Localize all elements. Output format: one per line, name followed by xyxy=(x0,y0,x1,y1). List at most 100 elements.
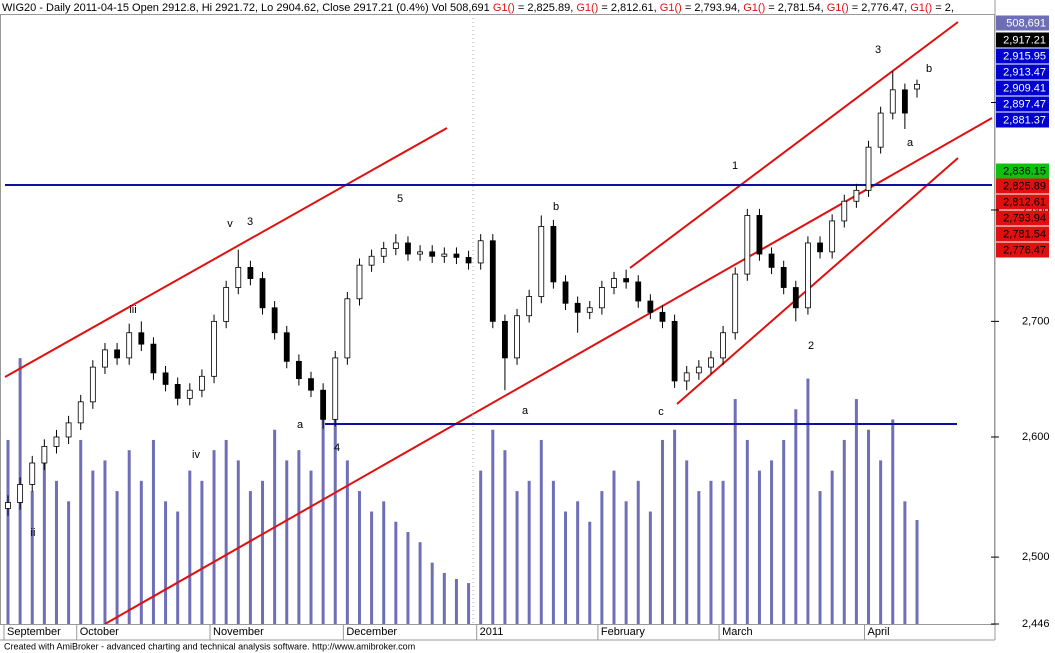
title-part: = 2,781.54, xyxy=(765,2,826,14)
volume-bar xyxy=(551,480,555,624)
volume-bar xyxy=(757,470,761,624)
candle-body xyxy=(477,240,484,264)
volume-bar xyxy=(54,480,58,624)
candle-body xyxy=(550,226,557,283)
volume-bar xyxy=(624,501,628,624)
volume-bar xyxy=(151,439,155,624)
volume-bar xyxy=(212,450,216,624)
candle-body xyxy=(138,332,145,345)
volume-bar xyxy=(285,460,289,624)
candle-body xyxy=(502,320,508,359)
candle-body xyxy=(114,349,120,359)
volume-bar xyxy=(648,511,652,624)
candle-body xyxy=(598,287,605,309)
value-label-box xyxy=(996,96,1049,112)
volume-bar xyxy=(309,470,313,624)
candle-body xyxy=(429,251,436,257)
volume-bar xyxy=(357,491,361,624)
candle-body xyxy=(792,287,799,309)
wave-label: ii xyxy=(31,527,36,539)
volume-bar xyxy=(636,480,640,624)
value-label-box xyxy=(996,226,1049,242)
volume-bar xyxy=(188,470,192,624)
volume-bar xyxy=(382,501,386,624)
volume-bar xyxy=(491,429,495,624)
wave-label: v xyxy=(227,218,233,230)
value-label-box xyxy=(996,242,1049,258)
candle-body xyxy=(914,83,920,90)
candle-body xyxy=(562,281,569,304)
volume-bar xyxy=(576,501,580,624)
title-part: G1() xyxy=(827,2,849,14)
y-tick-label: 2,446 xyxy=(1022,618,1050,630)
candle-body xyxy=(489,240,496,322)
volume-bar xyxy=(782,439,786,624)
candle-body xyxy=(574,302,581,313)
candle-body xyxy=(841,200,848,222)
candle-body xyxy=(732,273,739,334)
value-label: 508,691 xyxy=(1006,17,1046,29)
volume-bar xyxy=(79,439,83,624)
value-label-box xyxy=(996,64,1049,80)
title-part: G1() xyxy=(743,2,765,14)
volume-bar xyxy=(770,460,774,624)
candle-body xyxy=(53,436,60,447)
wave-label: c xyxy=(658,406,664,418)
title-part: = 2,776.47, xyxy=(849,2,910,14)
candle-body xyxy=(877,112,884,148)
volume-bar xyxy=(418,542,422,624)
candle-body xyxy=(235,266,242,288)
wave-label: 3 xyxy=(875,44,881,56)
candle-body xyxy=(683,372,690,382)
x-tick-label: March xyxy=(722,626,753,638)
candle-body xyxy=(259,278,266,309)
volume-bar xyxy=(794,409,798,624)
candle-body xyxy=(162,372,169,385)
wave-label: 1 xyxy=(732,160,738,172)
volume-bar xyxy=(745,439,749,624)
candle-body xyxy=(889,89,896,114)
volume-bar xyxy=(442,572,446,624)
volume-bar xyxy=(600,491,604,624)
volume-bar xyxy=(673,429,677,624)
candle-body xyxy=(623,278,630,283)
value-label: 2,909.41 xyxy=(1003,82,1046,94)
candle-body xyxy=(805,242,811,309)
title-part: WIG20 - Daily 2011-04-15 Open 2912.8, Hi… xyxy=(2,2,493,14)
volume-bar xyxy=(564,511,568,624)
volume-bar xyxy=(830,470,834,624)
candle-body xyxy=(247,266,254,279)
candle-body xyxy=(526,296,533,317)
value-label-box xyxy=(996,194,1049,210)
candle-body xyxy=(344,298,351,359)
candle-body xyxy=(405,242,411,255)
volume-bar xyxy=(891,419,895,624)
value-label: 2,915.95 xyxy=(1003,50,1046,62)
volume-bar xyxy=(903,501,907,624)
value-label: 2,781.54 xyxy=(1003,228,1046,240)
volume-bar xyxy=(867,429,871,624)
volume-bar xyxy=(806,378,810,624)
candle-body xyxy=(392,242,399,249)
wave-label: 2 xyxy=(808,340,814,352)
volume-bar xyxy=(164,501,168,624)
volume-bar xyxy=(127,450,131,624)
value-label-box xyxy=(996,163,1049,179)
candle-body xyxy=(199,375,205,391)
value-label-box xyxy=(996,178,1049,194)
volume-bar xyxy=(685,460,689,624)
wave-label: a xyxy=(297,419,304,431)
volume-bar xyxy=(67,501,71,624)
value-label: 2,913.47 xyxy=(1003,66,1046,78)
trendline xyxy=(676,157,959,405)
volume-bar xyxy=(91,470,95,624)
volume-bar xyxy=(515,491,519,624)
volume-bar xyxy=(539,439,543,624)
volume-bar xyxy=(345,460,349,624)
volume-bar xyxy=(430,562,434,624)
value-label: 2,897.47 xyxy=(1003,98,1046,110)
candle-body xyxy=(453,253,460,258)
volume-bar xyxy=(224,439,228,624)
value-label: 2,776.47 xyxy=(1003,244,1046,256)
candle-body xyxy=(332,357,339,420)
